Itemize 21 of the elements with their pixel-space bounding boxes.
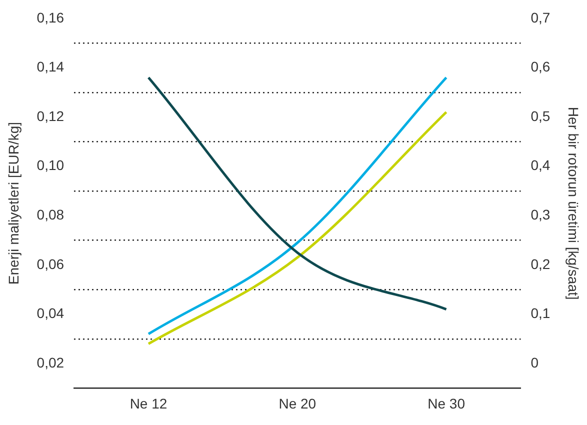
- y2-tick-label: 0: [530, 354, 539, 370]
- y-tick-label: 0,12: [36, 108, 64, 124]
- y-tick-label: 0,06: [36, 256, 64, 272]
- x-tick-label: Ne 20: [278, 395, 316, 412]
- y-tick-label: 0,04: [36, 305, 64, 322]
- y2-tick-label: 0,7: [530, 9, 550, 26]
- y-tick-label: 0,14: [36, 58, 64, 75]
- y2-tick-label: 0,5: [530, 108, 550, 124]
- y2-tick-label: 0,3: [530, 206, 550, 222]
- y2-tick-label: 0,4: [530, 157, 550, 174]
- x-tick-label: Ne 30: [428, 395, 466, 412]
- y2-tick-label: 0,6: [530, 58, 550, 75]
- y-tick-label: 0,08: [36, 206, 64, 222]
- y-tick-label: 0,16: [36, 9, 64, 26]
- y-axis-title: Enerji maliyetleri [EUR/kg]: [5, 122, 22, 285]
- y2-tick-label: 0,2: [530, 256, 550, 272]
- y2-tick-label: 0,1: [530, 305, 550, 322]
- y-tick-label: 0,02: [36, 354, 64, 370]
- y2-axis-title: Her bir rotorun üretimi [kg/saat]: [566, 106, 582, 300]
- y-tick-label: 0,10: [36, 157, 64, 174]
- x-tick-label: Ne 12: [130, 395, 168, 412]
